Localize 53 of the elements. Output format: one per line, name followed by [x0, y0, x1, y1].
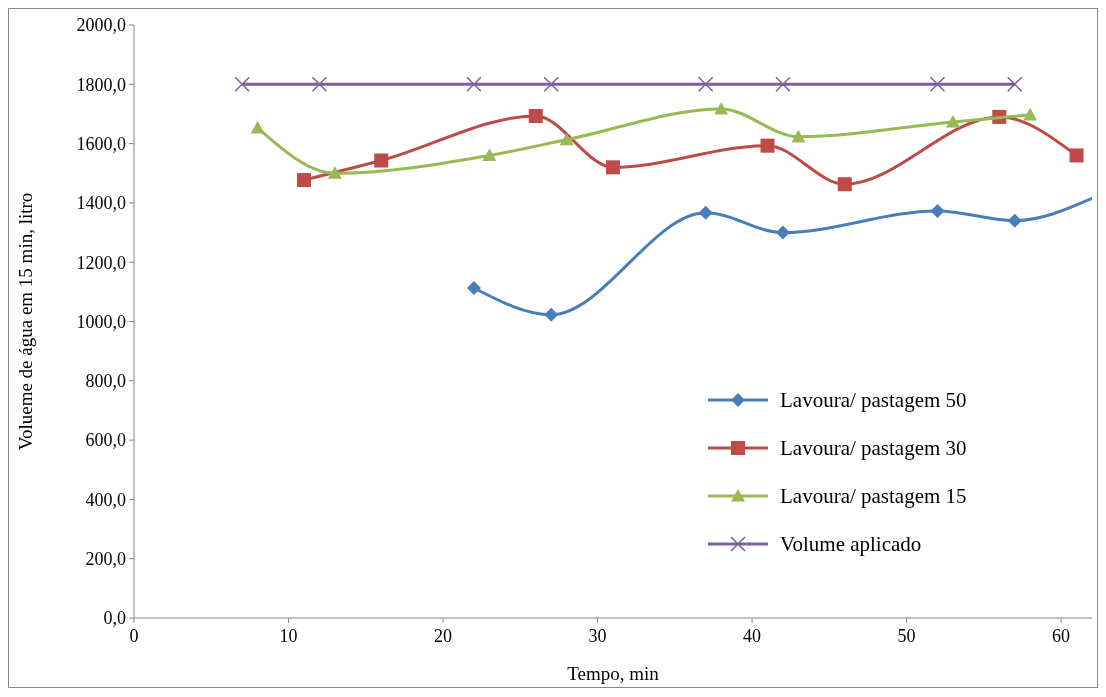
point: [311, 76, 328, 93]
y-tick-label: 1800,0: [76, 74, 126, 95]
y-tick-label: 800,0: [85, 371, 126, 392]
legend-label: Lavoura/ pastagem 30: [780, 436, 967, 461]
y-tick-label: 0,0: [103, 608, 126, 629]
y-tick-label: 1000,0: [76, 311, 126, 332]
point: [234, 76, 250, 93]
y-axis-title: Volueme de água em 15 min, litro: [15, 192, 36, 451]
point: [544, 307, 559, 322]
legend-label: Lavoura/ pastagem 15: [780, 484, 967, 509]
point: [760, 138, 775, 153]
y-tick-label: 2000,0: [76, 15, 126, 36]
point: [528, 109, 543, 124]
point: [559, 132, 574, 146]
point: [1023, 107, 1038, 121]
y-tick-label: 600,0: [85, 430, 126, 451]
point: [714, 101, 729, 115]
point: [250, 120, 265, 134]
point: [775, 76, 791, 93]
point: [698, 205, 713, 220]
x-tick-label: 20: [434, 626, 453, 646]
point: [945, 114, 960, 128]
point: [930, 203, 945, 218]
y-tick-label: 1600,0: [76, 133, 126, 154]
x-tick-label: 10: [279, 626, 298, 646]
legend-label: Lavoura/ pastagem 50: [780, 388, 967, 413]
x-tick-label: 50: [897, 626, 916, 646]
point: [543, 76, 559, 93]
point: [1006, 76, 1023, 93]
point: [837, 177, 852, 192]
point: [775, 225, 790, 240]
y-tick-label: 1200,0: [76, 252, 126, 273]
point: [1007, 213, 1022, 228]
x-axis-title: Tempo, min: [567, 663, 660, 684]
point: [697, 76, 714, 93]
point: [327, 166, 342, 179]
point: [791, 129, 806, 143]
point: [929, 76, 946, 93]
point: [1069, 148, 1084, 163]
point: [466, 281, 481, 295]
point: [296, 173, 311, 188]
point: [374, 153, 389, 168]
x-tick-label: 0: [129, 626, 139, 646]
point: [482, 148, 497, 162]
legend-label: Volume aplicado: [780, 532, 922, 557]
point: [606, 160, 620, 175]
x-tick-label: 40: [743, 626, 762, 646]
x-tick-label: 60: [1052, 626, 1071, 646]
y-tick-label: 400,0: [85, 489, 126, 510]
y-tick-label: 1400,0: [76, 193, 126, 214]
y-tick-label: 200,0: [85, 549, 126, 569]
point: [466, 76, 482, 93]
x-tick-label: 30: [588, 626, 607, 646]
